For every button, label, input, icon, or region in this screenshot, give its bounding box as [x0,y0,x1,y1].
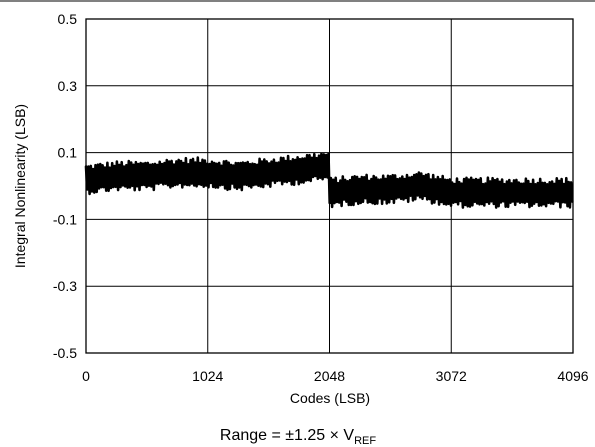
inl-series-line [84,152,574,209]
x-tick-label: 1024 [192,368,223,384]
y-tick-label: -0.5 [53,345,77,361]
x-tick-label: 2048 [314,368,345,384]
range-caption-main: Range = ±1.25 × V [220,427,355,444]
x-tick-label: 0 [82,368,90,384]
x-tick-label: 3072 [436,368,467,384]
y-tick-label: -0.1 [53,211,77,227]
y-tick-label: 0.1 [58,145,78,161]
x-tick-label: 4096 [557,368,588,384]
y-tick-label: 0.5 [58,11,78,27]
x-tick-labels: 0 1024 2048 3072 4096 [82,368,589,384]
plot-frame [85,18,574,354]
range-caption-subscript: REF [354,435,376,447]
y-tick-label: 0.3 [58,78,78,94]
series-layer [84,152,574,209]
range-caption: Range = ±1.25 × VREF [220,427,376,447]
y-axis-title: Integral Nonlinearity (LSB) [12,104,28,268]
y-tick-labels: 0.5 0.3 0.1 -0.1 -0.3 -0.5 [53,11,77,361]
x-axis-title: Codes (LSB) [290,390,370,406]
y-tick-label: -0.3 [53,278,77,294]
